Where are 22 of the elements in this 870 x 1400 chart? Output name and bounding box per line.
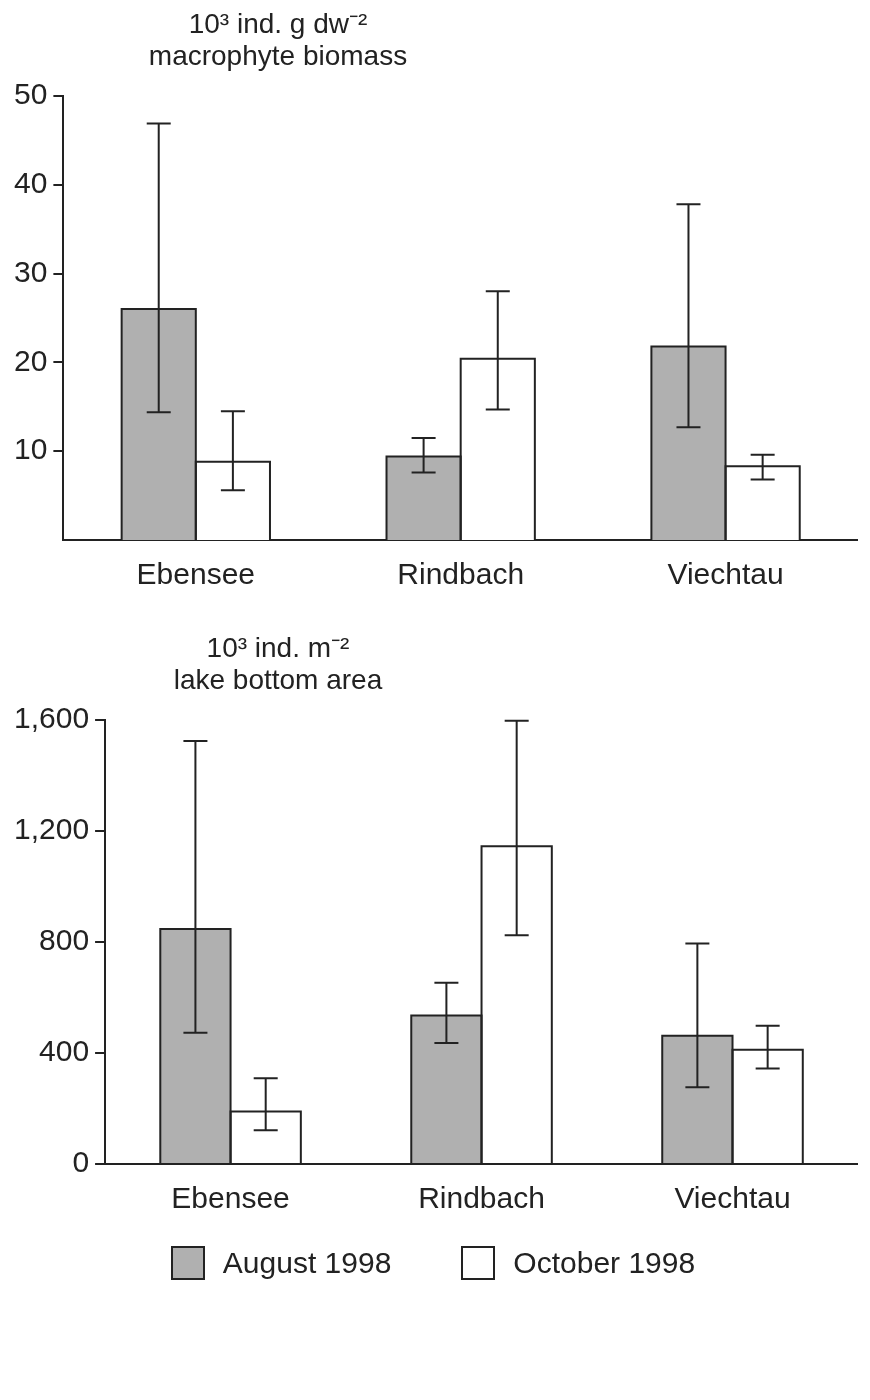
chart-title: 10³ ind. m⁻²	[205, 632, 351, 664]
chart-subtitle: macrophyte biomass	[147, 40, 409, 72]
y-tick-label: 1,200	[14, 812, 90, 846]
y-tick-label: 20	[13, 343, 48, 377]
chart-subtitle: lake bottom area	[172, 664, 384, 696]
legend-label: August 1998	[222, 1246, 392, 1280]
x-tick-label: Rindbach	[418, 1181, 545, 1215]
y-tick-label: 50	[13, 77, 48, 111]
x-tick-label: Viechtau	[674, 1181, 791, 1215]
y-tick-label: 10	[13, 432, 48, 466]
chart-title: 10³ ind. g dw⁻²	[187, 8, 369, 40]
y-tick-label: 800	[39, 923, 90, 957]
x-tick-label: Viechtau	[667, 557, 784, 591]
x-tick-label: Rindbach	[397, 557, 525, 591]
y-tick-label: 0	[72, 1145, 90, 1179]
x-tick-label: Ebensee	[136, 557, 256, 591]
y-tick-label: 40	[13, 166, 48, 200]
x-tick-label: Ebensee	[171, 1181, 290, 1215]
y-tick-label: 400	[39, 1034, 90, 1068]
y-tick-label: 30	[13, 254, 48, 288]
text: October 1998	[513, 1246, 696, 1280]
y-tick-label: 1,600	[14, 701, 90, 735]
